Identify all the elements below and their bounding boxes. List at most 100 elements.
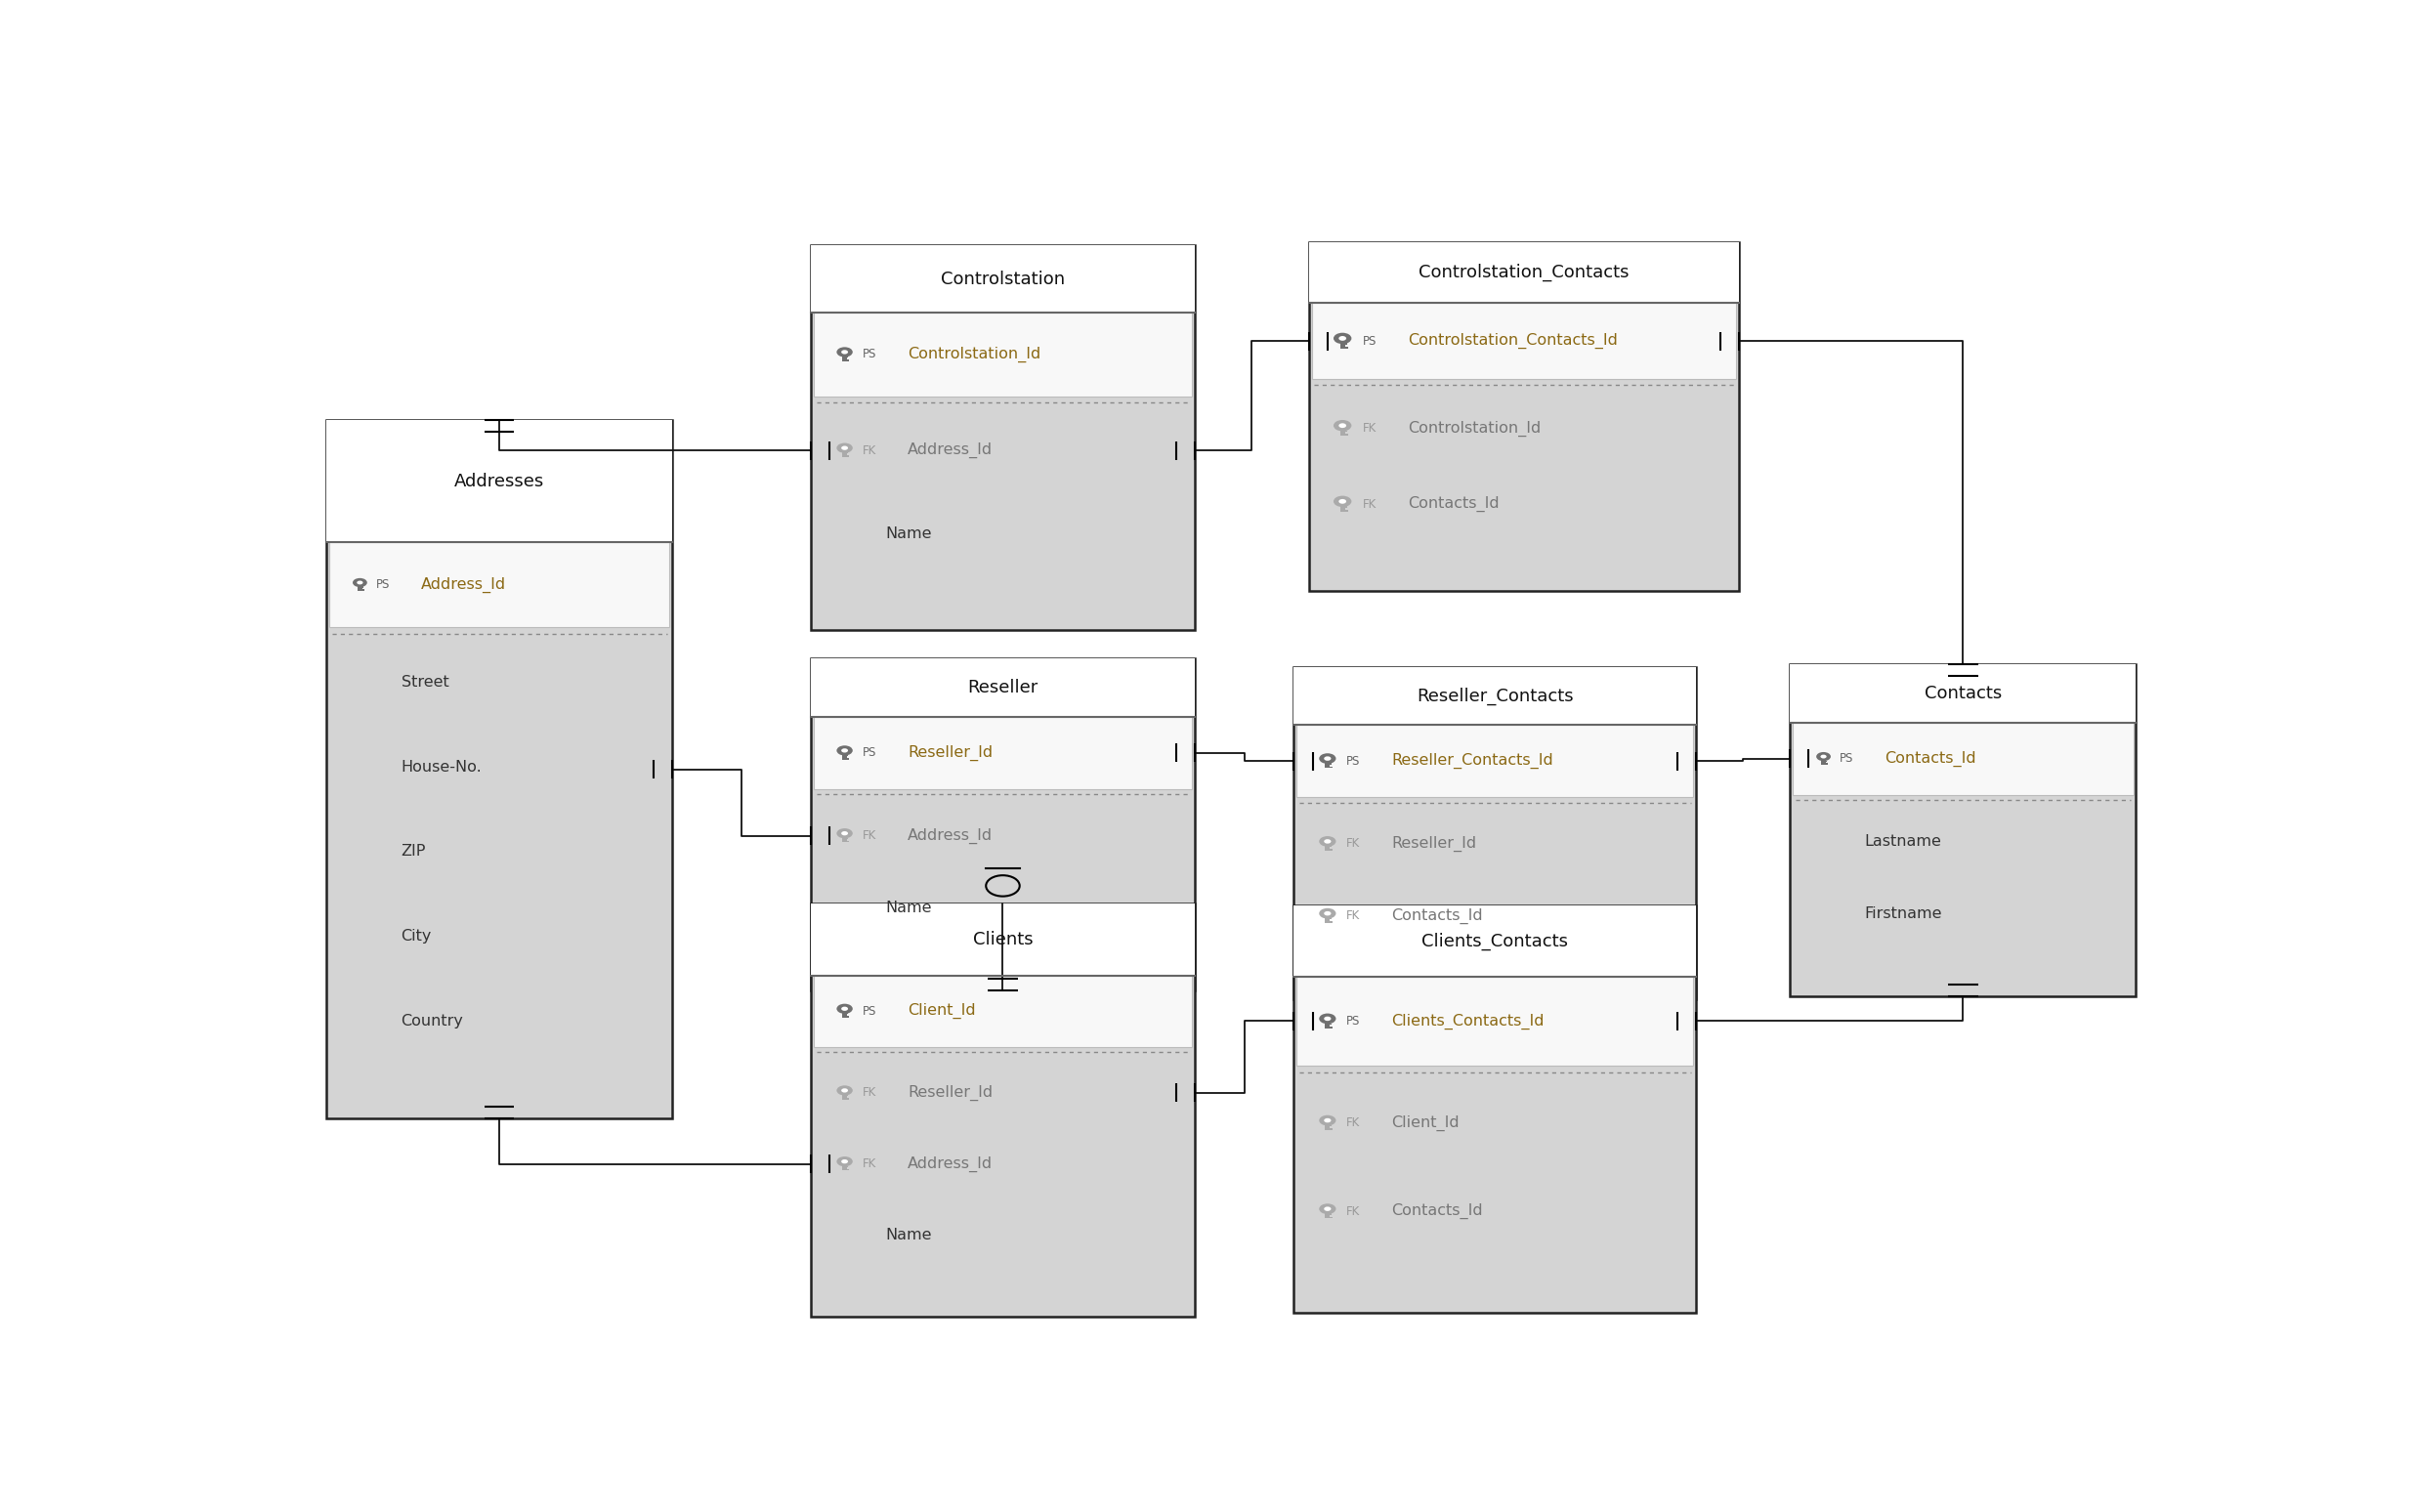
- Circle shape: [836, 745, 852, 756]
- Text: Addresses: Addresses: [454, 472, 543, 490]
- Circle shape: [840, 832, 848, 836]
- Bar: [1297, 724, 1693, 797]
- Circle shape: [1816, 751, 1831, 761]
- Bar: [1340, 503, 1345, 511]
- Bar: [843, 835, 848, 842]
- Bar: [843, 354, 848, 361]
- Bar: [811, 903, 1195, 975]
- Bar: [843, 449, 848, 457]
- Bar: [811, 659, 1195, 990]
- Bar: [1309, 242, 1739, 591]
- Circle shape: [1323, 756, 1331, 761]
- Text: FK: FK: [862, 1158, 877, 1170]
- Text: ZIP: ZIP: [401, 844, 425, 859]
- Text: PS: PS: [1362, 334, 1377, 348]
- Bar: [1309, 242, 1739, 302]
- Text: Client_Id: Client_Id: [908, 1002, 976, 1019]
- Bar: [811, 245, 1195, 313]
- Circle shape: [357, 581, 362, 585]
- Text: Street: Street: [401, 674, 449, 689]
- Text: PS: PS: [862, 1005, 877, 1018]
- Text: Clients_Contacts: Clients_Contacts: [1422, 933, 1567, 950]
- Bar: [1343, 434, 1348, 435]
- Text: Name: Name: [886, 526, 932, 541]
- Bar: [1328, 1027, 1333, 1028]
- Text: Name: Name: [886, 1228, 932, 1243]
- Text: House-No.: House-No.: [401, 759, 483, 774]
- Circle shape: [836, 1086, 852, 1095]
- Text: Clients: Clients: [973, 931, 1034, 948]
- Text: Firstname: Firstname: [1864, 906, 1942, 921]
- Bar: [1326, 761, 1331, 768]
- Bar: [811, 659, 1195, 717]
- Bar: [1311, 302, 1736, 380]
- Circle shape: [1323, 1016, 1331, 1021]
- Circle shape: [836, 1157, 852, 1166]
- Bar: [1326, 1021, 1331, 1028]
- Circle shape: [1323, 912, 1331, 916]
- Bar: [328, 543, 669, 627]
- Text: Reseller_Id: Reseller_Id: [1391, 836, 1476, 851]
- Circle shape: [1333, 420, 1352, 431]
- Circle shape: [1333, 333, 1352, 343]
- Text: Reseller_Contacts: Reseller_Contacts: [1418, 686, 1575, 705]
- Circle shape: [1338, 423, 1345, 428]
- Circle shape: [1338, 336, 1345, 340]
- Circle shape: [840, 1007, 848, 1012]
- Bar: [326, 420, 671, 543]
- Bar: [1294, 906, 1695, 1312]
- Bar: [843, 1163, 848, 1170]
- Circle shape: [840, 446, 848, 451]
- Bar: [811, 903, 1195, 1317]
- Circle shape: [1323, 1207, 1331, 1211]
- Text: Controlstation_Id: Controlstation_Id: [1408, 420, 1541, 435]
- Bar: [1294, 667, 1695, 999]
- Bar: [1340, 340, 1345, 348]
- Text: FK: FK: [862, 1087, 877, 1099]
- Text: PS: PS: [862, 747, 877, 759]
- Circle shape: [1323, 1119, 1331, 1122]
- Text: Address_Id: Address_Id: [908, 1157, 993, 1172]
- Bar: [814, 313, 1193, 396]
- Bar: [357, 584, 362, 591]
- Text: Address_Id: Address_Id: [420, 576, 507, 593]
- Text: Country: Country: [401, 1015, 464, 1028]
- Text: FK: FK: [1345, 1116, 1360, 1129]
- Circle shape: [1323, 839, 1331, 844]
- Bar: [1328, 767, 1333, 768]
- Text: City: City: [401, 928, 432, 943]
- Text: FK: FK: [1362, 497, 1377, 511]
- Bar: [843, 1092, 848, 1099]
- Circle shape: [1319, 1013, 1335, 1024]
- Bar: [1326, 915, 1331, 922]
- Text: PS: PS: [1345, 1015, 1360, 1028]
- Circle shape: [1338, 499, 1345, 503]
- Text: Contacts_Id: Contacts_Id: [1391, 1204, 1483, 1219]
- Bar: [1326, 1122, 1331, 1129]
- Bar: [811, 245, 1195, 629]
- Text: Client_Id: Client_Id: [1391, 1114, 1459, 1131]
- Text: Reseller: Reseller: [968, 679, 1038, 697]
- Text: Address_Id: Address_Id: [908, 827, 993, 844]
- Text: Contacts_Id: Contacts_Id: [1391, 909, 1483, 924]
- Bar: [1343, 346, 1348, 348]
- Text: Controlstation_Contacts: Controlstation_Contacts: [1418, 263, 1630, 281]
- Text: FK: FK: [862, 830, 877, 842]
- Bar: [1326, 842, 1331, 851]
- Circle shape: [836, 1004, 852, 1013]
- Bar: [1328, 1217, 1333, 1219]
- Circle shape: [840, 1160, 848, 1164]
- Bar: [1326, 1210, 1331, 1219]
- Circle shape: [840, 748, 848, 753]
- Bar: [1340, 426, 1345, 435]
- Bar: [1297, 977, 1693, 1066]
- Text: Reseller_Id: Reseller_Id: [908, 1086, 993, 1101]
- Bar: [814, 975, 1193, 1046]
- Circle shape: [840, 349, 848, 354]
- Bar: [814, 717, 1193, 789]
- Text: FK: FK: [1345, 838, 1360, 850]
- Circle shape: [1333, 496, 1352, 507]
- Text: Reseller_Id: Reseller_Id: [908, 745, 993, 761]
- Circle shape: [836, 348, 852, 357]
- Text: Reseller_Contacts_Id: Reseller_Contacts_Id: [1391, 753, 1553, 770]
